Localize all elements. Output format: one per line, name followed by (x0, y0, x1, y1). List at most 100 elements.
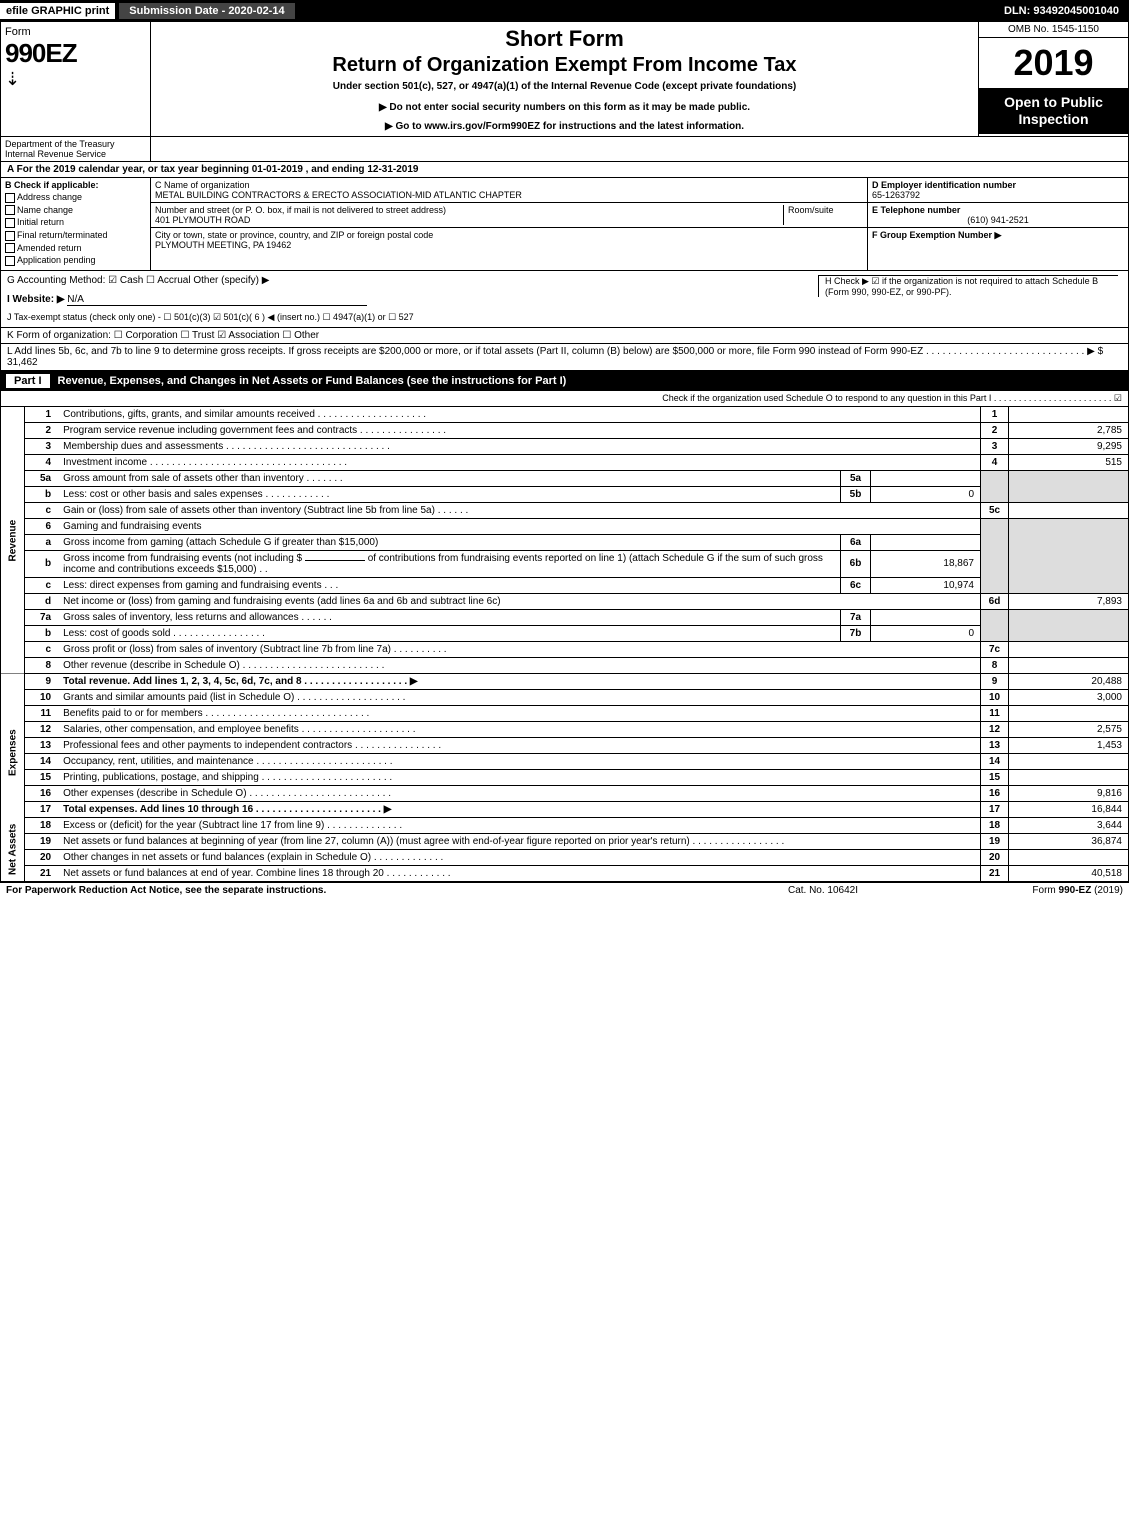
line-1-desc: Contributions, gifts, grants, and simila… (63, 409, 315, 420)
amended-return-check[interactable]: Amended return (5, 243, 146, 254)
line-10-box: 10 (981, 689, 1009, 705)
line-1-box: 1 (981, 407, 1009, 423)
line-5a-num: 5a (25, 470, 60, 486)
line-4-num: 4 (25, 454, 60, 470)
line-7a-desc: Gross sales of inventory, less returns a… (63, 612, 298, 623)
line-7c-desc: Gross profit or (loss) from sales of inv… (63, 644, 391, 655)
row-l-gross-receipts: L Add lines 5b, 6c, and 7b to line 9 to … (0, 344, 1129, 371)
box-f-label: F Group Exemption Number ▶ (872, 230, 1124, 241)
dept-label: Department of the Treasury (5, 139, 115, 149)
line-19-box: 19 (981, 833, 1009, 849)
line-5c-desc: Gain or (loss) from sale of assets other… (63, 505, 435, 516)
line-3-num: 3 (25, 438, 60, 454)
line-7b-desc: Less: cost of goods sold (63, 628, 170, 639)
line-3-desc: Membership dues and assessments (63, 441, 223, 452)
line-7a-ibox: 7a (841, 609, 871, 625)
line-12-amt: 2,575 (1009, 721, 1129, 737)
header-right: OMB No. 1545-1150 2019 Open to Public In… (978, 22, 1128, 136)
line-21-num: 21 (25, 865, 60, 881)
line-6a-ibox: 6a (841, 534, 871, 550)
form-header: Form 990EZ ⇣ Short Form Return of Organi… (0, 22, 1129, 137)
goto-link[interactable]: ▶ Go to www.irs.gov/Form990EZ for instru… (159, 121, 970, 132)
line-5b-ibox: 5b (841, 486, 871, 502)
line-7a-iamt (871, 609, 981, 625)
paperwork-notice: For Paperwork Reduction Act Notice, see … (6, 885, 723, 896)
line-2-num: 2 (25, 422, 60, 438)
line-17-box: 17 (981, 801, 1009, 817)
tax-year: 2019 (979, 38, 1128, 88)
line-2-box: 2 (981, 422, 1009, 438)
line-5a-iamt (871, 470, 981, 486)
line-13-num: 13 (25, 737, 60, 753)
line-21-amt: 40,518 (1009, 865, 1129, 881)
line-8-num: 8 (25, 657, 60, 673)
expenses-side-label: Expenses (1, 689, 25, 817)
line-6a-num: a (25, 534, 60, 550)
line-7c-box: 7c (981, 641, 1009, 657)
application-pending-check[interactable]: Application pending (5, 255, 146, 266)
line-7c-amt (1009, 641, 1129, 657)
line-20-box: 20 (981, 849, 1009, 865)
line-20-amt (1009, 849, 1129, 865)
line-6b-iamt: 18,867 (871, 550, 981, 577)
line-1-num: 1 (25, 407, 60, 423)
initial-return-check[interactable]: Initial return (5, 217, 146, 228)
line-5b-num: b (25, 486, 60, 502)
line-15-box: 15 (981, 769, 1009, 785)
line-6c-iamt: 10,974 (871, 577, 981, 593)
row-l-text: L Add lines 5b, 6c, and 7b to line 9 to … (7, 346, 1095, 357)
line-5a-desc: Gross amount from sale of assets other t… (63, 473, 304, 484)
dln-label: DLN: 93492045001040 (994, 3, 1129, 19)
line-14-box: 14 (981, 753, 1009, 769)
efile-label[interactable]: efile GRAPHIC print (0, 3, 115, 19)
under-section: Under section 501(c), 527, or 4947(a)(1)… (159, 81, 970, 92)
line-7b-iamt: 0 (871, 625, 981, 641)
addr-change-check[interactable]: Address change (5, 192, 146, 203)
form-word: Form (5, 26, 146, 38)
line-17-num: 17 (25, 801, 60, 817)
line-16-box: 16 (981, 785, 1009, 801)
org-city: PLYMOUTH MEETING, PA 19462 (155, 240, 863, 250)
page-footer: For Paperwork Reduction Act Notice, see … (0, 882, 1129, 898)
final-return-check[interactable]: Final return/terminated (5, 230, 146, 241)
org-address: 401 PLYMOUTH ROAD (155, 215, 783, 225)
line-6c-ibox: 6c (841, 577, 871, 593)
line-6-shade-amt (1009, 518, 1129, 593)
name-change-check[interactable]: Name change (5, 205, 146, 216)
box-b-title: B Check if applicable: (5, 180, 146, 190)
line-5b-iamt: 0 (871, 486, 981, 502)
top-bar: efile GRAPHIC print Submission Date - 20… (0, 0, 1129, 22)
cat-number: Cat. No. 10642I (723, 885, 923, 896)
line-15-desc: Printing, publications, postage, and shi… (63, 772, 259, 783)
line-11-box: 11 (981, 705, 1009, 721)
row-a-tax-year: A For the 2019 calendar year, or tax yea… (0, 162, 1129, 178)
line-3-amt: 9,295 (1009, 438, 1129, 454)
line-14-desc: Occupancy, rent, utilities, and maintena… (63, 756, 253, 767)
line-19-num: 19 (25, 833, 60, 849)
line-5ab-shade-amt (1009, 470, 1129, 502)
line-7b-ibox: 7b (841, 625, 871, 641)
irs-label: Internal Revenue Service (5, 149, 106, 159)
ein-value: 65-1263792 (872, 190, 1124, 200)
line-4-amt: 515 (1009, 454, 1129, 470)
line-14-num: 14 (25, 753, 60, 769)
line-10-desc: Grants and similar amounts paid (list in… (63, 692, 294, 703)
line-17-desc: Total expenses. Add lines 10 through 16 … (63, 804, 391, 815)
line-6d-num: d (25, 593, 60, 609)
line-5ab-shade (981, 470, 1009, 502)
org-name: METAL BUILDING CONTRACTORS & ERECTO ASSO… (155, 190, 863, 200)
box-c-name-label: C Name of organization (155, 180, 863, 190)
line-15-num: 15 (25, 769, 60, 785)
line-2-desc: Program service revenue including govern… (63, 425, 357, 436)
line-13-box: 13 (981, 737, 1009, 753)
line-18-desc: Excess or (deficit) for the year (Subtra… (63, 820, 324, 831)
line-6a-iamt (871, 534, 981, 550)
line-6a-desc: Gross income from gaming (attach Schedul… (59, 534, 840, 550)
box-c-addr-label: Number and street (or P. O. box, if mail… (155, 205, 783, 215)
box-b: B Check if applicable: Address change Na… (1, 178, 151, 270)
line-9-amt: 20,488 (1009, 673, 1129, 689)
line-7b-num: b (25, 625, 60, 641)
row-g-h-i-j: G Accounting Method: ☑ Cash ☐ Accrual Ot… (0, 271, 1129, 328)
line-6d-amt: 7,893 (1009, 593, 1129, 609)
line-13-amt: 1,453 (1009, 737, 1129, 753)
